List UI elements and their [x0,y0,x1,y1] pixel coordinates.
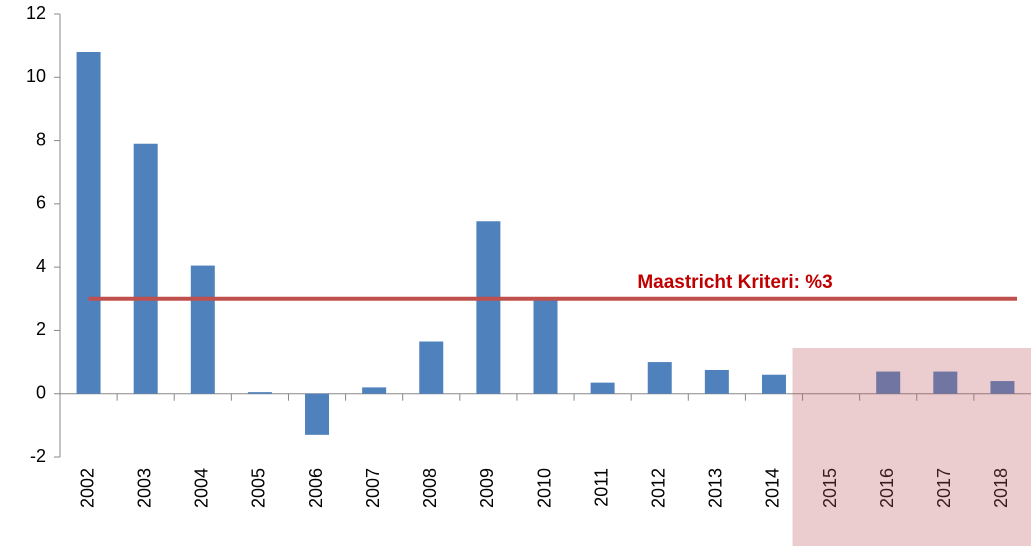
bar [933,371,958,394]
reference-label: Maastricht Kriteri: %3 [637,272,832,293]
bar [247,392,272,394]
y-tick-label: 10 [26,66,46,86]
x-tick-label: 2007 [363,468,383,508]
bar [133,143,158,394]
y-tick-label: 6 [36,193,46,213]
y-tick-label: 4 [36,256,46,276]
y-tick-label: 8 [36,129,46,149]
bar [533,300,558,394]
y-tick-label: 2 [36,319,46,339]
bar [305,393,330,435]
bar [761,374,786,394]
x-tick-label: 2008 [420,468,440,508]
x-tick-label: 2013 [706,468,726,508]
bar [190,265,215,394]
x-tick-label: 2006 [306,468,326,508]
bar [704,369,729,394]
x-tick-label: 2005 [249,468,269,508]
bar [476,221,501,394]
bar [362,387,387,394]
x-tick-label: 2015 [820,468,840,508]
bar [419,341,444,394]
x-tick-label: 2014 [763,468,783,508]
x-tick-label: 2016 [877,468,897,508]
x-tick-label: 2002 [77,468,97,508]
bar [590,382,615,394]
x-tick-label: 2018 [991,468,1011,508]
x-tick-label: 2004 [192,468,212,508]
bar [990,381,1015,394]
x-tick-label: 2010 [534,468,554,508]
x-tick-label: 2009 [477,468,497,508]
bar [647,362,672,394]
bar [876,371,901,394]
y-tick-label: 12 [26,3,46,23]
y-tick-label: 0 [36,382,46,402]
x-tick-label: 2012 [648,468,668,508]
bar [76,51,101,394]
forecast-shade [792,348,1031,546]
y-tick-label: -2 [30,446,46,466]
x-tick-label: 2003 [134,468,154,508]
x-tick-label: 2017 [934,468,954,508]
x-tick-label: 2011 [591,468,611,507]
